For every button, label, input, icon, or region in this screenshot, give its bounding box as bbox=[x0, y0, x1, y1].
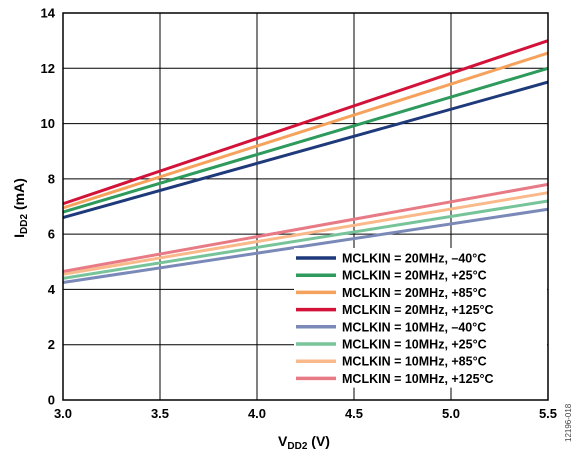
series-line bbox=[62, 39, 549, 206]
series-group bbox=[62, 39, 549, 285]
series-line bbox=[62, 207, 549, 285]
legend: MCLKIN = 20MHz, –40°C MCLKIN = 20MHz, +25… bbox=[294, 248, 547, 388]
x-tick-label: 3.0 bbox=[54, 406, 72, 421]
y-tick-label: 4 bbox=[48, 282, 56, 297]
series-line bbox=[62, 199, 549, 280]
y-tick-label: 2 bbox=[48, 337, 55, 352]
x-tick-label: 5.0 bbox=[442, 406, 460, 421]
legend-label: MCLKIN = 20MHz, –40°C bbox=[342, 252, 486, 266]
legend-label: MCLKIN = 20MHz, +25°C bbox=[342, 269, 487, 283]
y-axis-label: IDD2 (mA) bbox=[11, 178, 30, 238]
legend-label: MCLKIN = 20MHz, +85°C bbox=[342, 286, 487, 300]
x-tick-labels: 3.0 3.5 4.0 4.5 5.0 5.5 bbox=[54, 406, 557, 421]
y-tick-labels: 0 2 4 6 8 10 12 14 bbox=[41, 6, 56, 408]
series-line bbox=[62, 191, 549, 276]
legend-label: MCLKIN = 10MHz, +125°C bbox=[342, 372, 494, 386]
series-line bbox=[62, 51, 549, 210]
x-tick-label: 4.5 bbox=[345, 406, 363, 421]
y-tick-label: 10 bbox=[41, 116, 55, 131]
legend-label: MCLKIN = 10MHz, +85°C bbox=[342, 355, 487, 369]
series-line bbox=[62, 182, 549, 273]
legend-label: MCLKIN = 20MHz, +125°C bbox=[342, 303, 494, 317]
x-tick-label: 4.0 bbox=[248, 406, 266, 421]
plot-frame bbox=[62, 12, 549, 401]
figure-id-label: 12196-018 bbox=[564, 403, 573, 442]
y-tick-label: 14 bbox=[41, 6, 56, 21]
y-tick-label: 12 bbox=[41, 61, 55, 76]
y-tick-label: 6 bbox=[48, 227, 55, 242]
series-line bbox=[62, 66, 549, 214]
y-tick-label: 8 bbox=[48, 171, 55, 186]
x-tick-label: 5.5 bbox=[539, 406, 557, 421]
legend-label: MCLKIN = 10MHz, +25°C bbox=[342, 338, 487, 352]
series-line bbox=[62, 80, 549, 220]
x-tick-label: 3.5 bbox=[151, 406, 169, 421]
legend-background bbox=[294, 248, 547, 388]
legend-label: MCLKIN = 10MHz, –40°C bbox=[342, 320, 486, 334]
y-tick-label: 0 bbox=[48, 393, 55, 408]
x-axis-label: VDD2 (V) bbox=[278, 433, 330, 452]
